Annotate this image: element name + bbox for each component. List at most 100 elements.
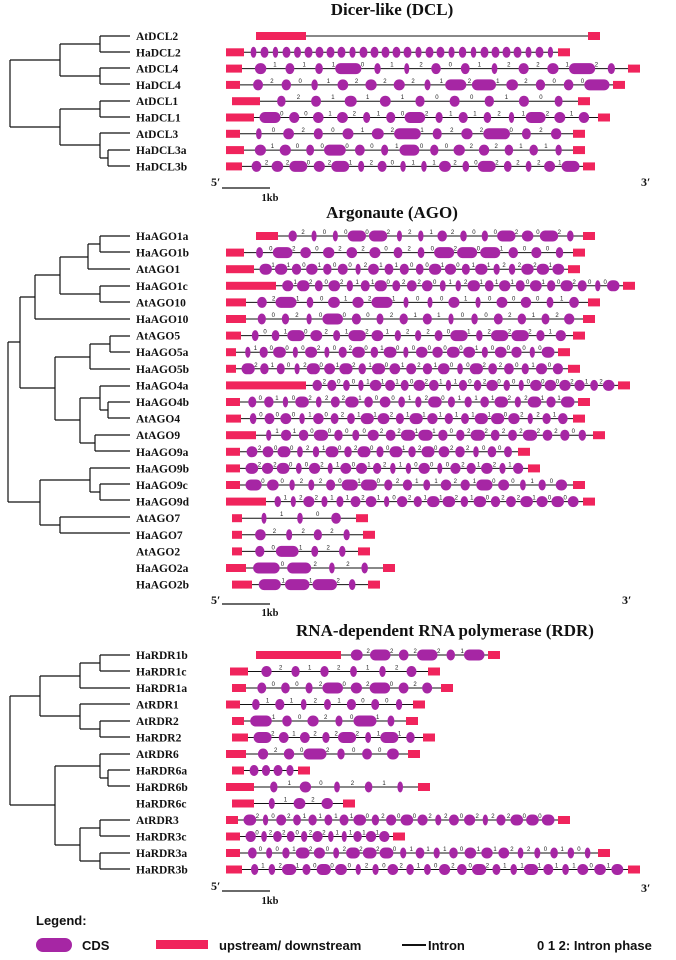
- cds-exon: [280, 429, 292, 441]
- intron-phase: 0: [557, 280, 561, 286]
- intron-phase: 0: [323, 230, 327, 236]
- intron-phase: 1: [395, 379, 399, 385]
- utr-block: [232, 717, 244, 725]
- cds-exon: [493, 313, 503, 325]
- cds-exon: [446, 346, 460, 358]
- cds-exon: [402, 479, 413, 491]
- intron-phase: 1: [410, 847, 414, 853]
- intron-phase: 0: [345, 144, 349, 150]
- cds-exon: [398, 682, 409, 694]
- intron-phase: 0: [305, 462, 309, 468]
- cds-exon: [324, 814, 333, 826]
- intron-phase: 0: [337, 379, 341, 385]
- intron-phase: 0: [486, 496, 490, 502]
- cds-exon: [310, 330, 323, 342]
- intron-phase: 0: [352, 379, 356, 385]
- intron-phase: 2: [309, 847, 313, 853]
- cds-exon: [424, 864, 431, 875]
- cds-exon: [445, 379, 452, 391]
- gene-label: AtAGO9: [136, 430, 180, 442]
- intron-phase: 1: [327, 79, 331, 85]
- cds-exon: [527, 396, 542, 408]
- intron-phase: 0: [272, 128, 276, 134]
- utr-block: [232, 799, 254, 808]
- cds-exon: [368, 263, 379, 275]
- intron-phase: 1: [461, 649, 465, 655]
- cds-exon: [261, 831, 267, 842]
- intron-phase: 2: [555, 313, 559, 319]
- intron-phase: 0: [384, 247, 388, 253]
- intron-phase: 0: [296, 831, 300, 837]
- cds-exon: [432, 346, 443, 358]
- intron-phase: 0: [472, 230, 476, 236]
- gene-label: AtAGO5: [136, 331, 180, 343]
- intron-phase: 0: [300, 748, 304, 754]
- intron-phase: 0: [385, 699, 389, 705]
- intron-phase: 0: [304, 330, 308, 336]
- intron-phase: 2: [554, 429, 558, 435]
- intron-phase: 2: [359, 847, 363, 853]
- cds-exon: [353, 814, 367, 826]
- intron-phase: 1: [415, 429, 419, 435]
- cds-exon: [574, 379, 585, 391]
- cds-exon: [520, 296, 532, 308]
- cds-exon: [298, 429, 309, 441]
- cds-exon: [525, 160, 532, 172]
- cds-exon: [257, 296, 267, 308]
- utr-block: [583, 162, 595, 171]
- intron-phase: 0: [588, 280, 592, 286]
- intron-phase: 0: [522, 346, 526, 352]
- cds-exon: [413, 379, 426, 391]
- cds-exon: [339, 545, 346, 557]
- intron-phase: 2: [499, 363, 503, 369]
- intron-phase: 0: [272, 545, 276, 551]
- cds-exon: [560, 280, 573, 292]
- cds-exon: [542, 413, 551, 425]
- cds-exon: [294, 363, 300, 375]
- intron-phase: 0: [315, 247, 319, 253]
- cds-exon: [387, 864, 399, 875]
- intron-phase: 2: [508, 396, 512, 402]
- cds-exon: [353, 831, 362, 842]
- cds-exon: [595, 280, 601, 292]
- intron-phase: 1: [380, 346, 384, 352]
- gene-structure: 2 0 2 0 0: [226, 748, 420, 760]
- utr-block: [598, 849, 610, 857]
- intron-phase: 0: [382, 864, 386, 870]
- intron-phase: 2: [450, 128, 454, 134]
- cds-exon: [438, 429, 448, 441]
- intron-phase: 2: [356, 732, 360, 738]
- cds-exon: [283, 128, 294, 140]
- intron-phase: 0: [375, 396, 379, 402]
- cds-exon: [398, 396, 405, 408]
- cds-exon: [547, 46, 554, 58]
- utr-block: [226, 80, 240, 89]
- cds-exon: [492, 864, 501, 875]
- cds-exon: [251, 864, 259, 875]
- intron-phase: 1: [549, 263, 553, 269]
- cds-exon: [348, 579, 356, 591]
- cds-exon: [305, 346, 318, 358]
- intron-phase: 1: [381, 379, 385, 385]
- cds-exon: [406, 280, 417, 292]
- cds-exon: [444, 413, 453, 425]
- cds-exon: [252, 699, 260, 710]
- intron-phase: 1: [449, 112, 453, 118]
- intron-phase: 1: [430, 230, 434, 236]
- cds-exon: [471, 313, 478, 325]
- cds-exon: [413, 496, 422, 508]
- intron-phase: 2: [517, 496, 521, 502]
- cds-exon: [246, 446, 258, 458]
- intron-phase: 0: [410, 263, 414, 269]
- intron-phase: 0: [352, 462, 356, 468]
- intron-phase: 2: [338, 247, 342, 253]
- intron-phase: 1: [422, 413, 426, 419]
- intron-phase: 0: [412, 346, 416, 352]
- intron-phase: 0: [548, 363, 552, 369]
- cds-exon: [523, 864, 539, 875]
- cds-exon: [432, 128, 442, 140]
- intron-phase: 0: [281, 479, 285, 485]
- cds-exon: [369, 379, 382, 391]
- intron-phase: 1: [495, 280, 499, 286]
- cds-exon: [352, 296, 364, 308]
